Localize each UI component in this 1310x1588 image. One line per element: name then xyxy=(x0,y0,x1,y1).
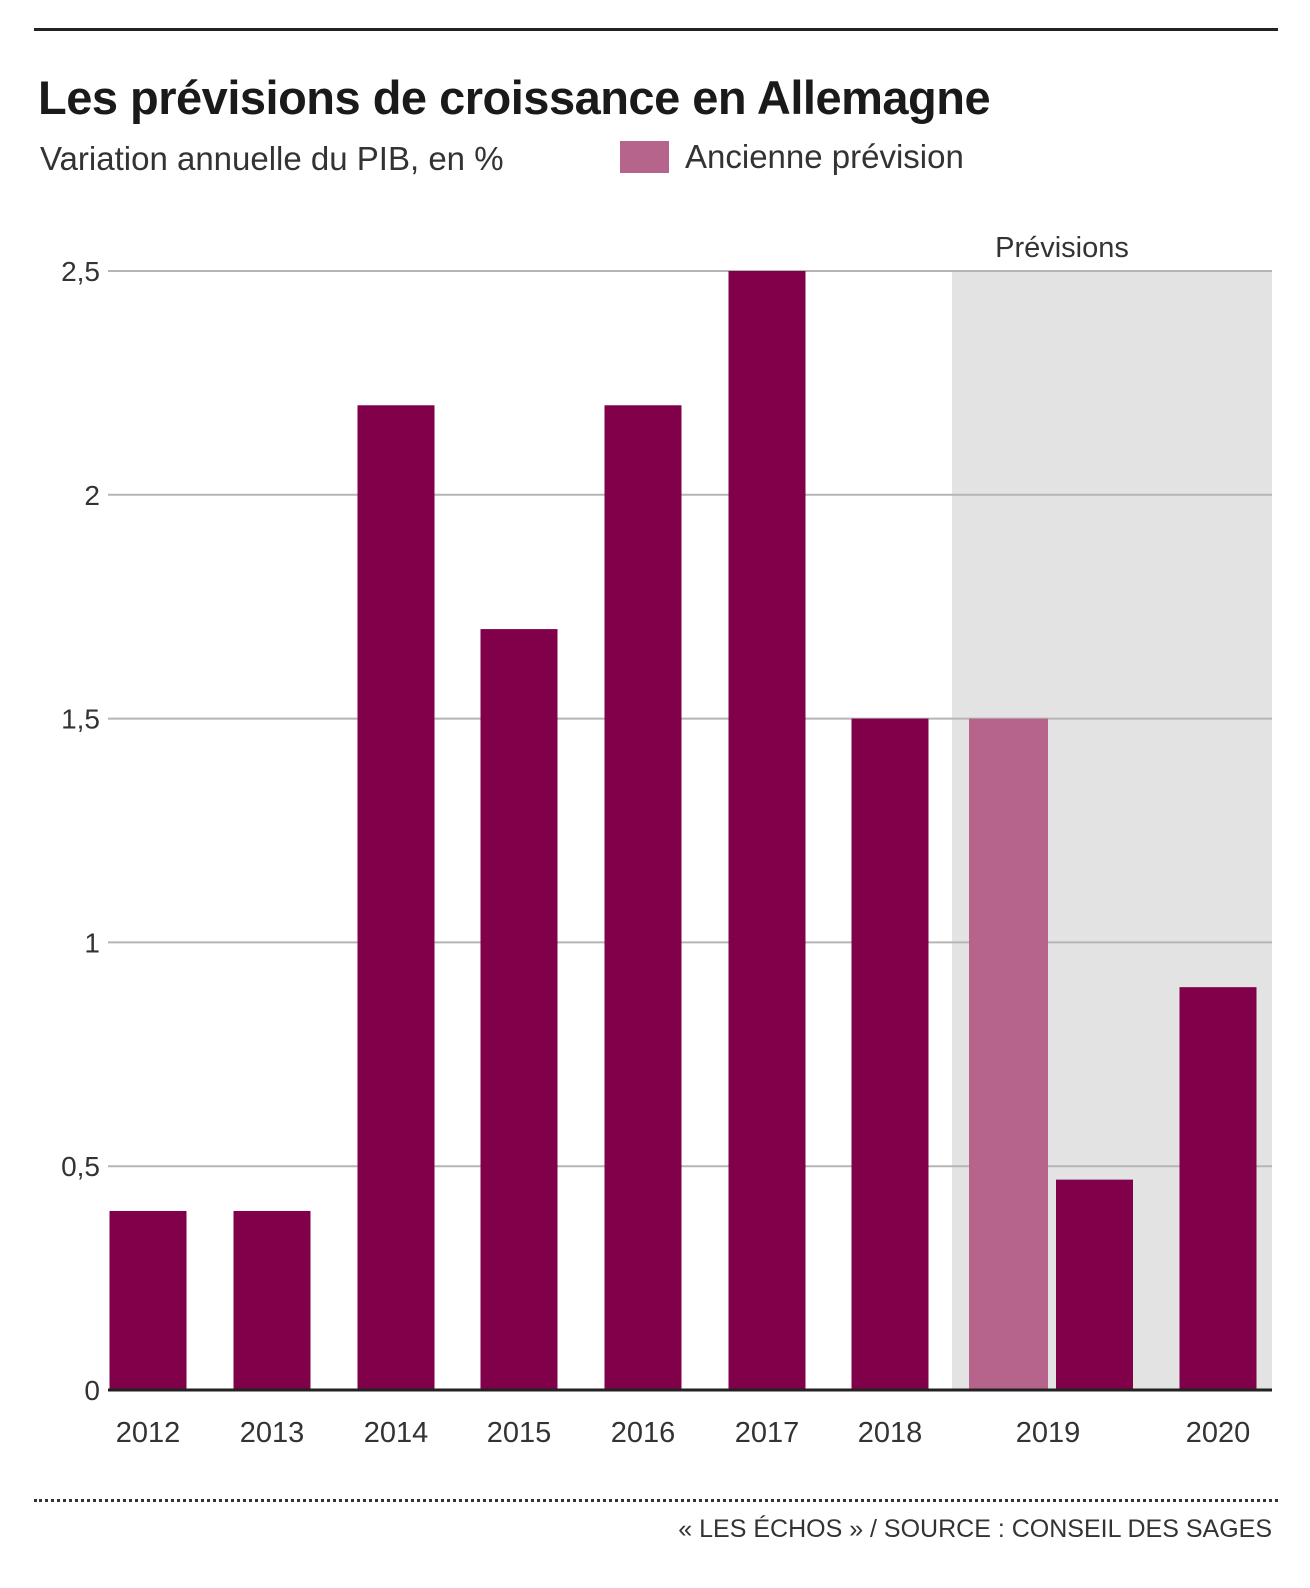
legend-label-old-forecast: Ancienne prévision xyxy=(685,138,964,175)
legend: Ancienne prévision xyxy=(620,137,964,177)
bar xyxy=(357,405,435,1390)
bar-old-forecast xyxy=(969,718,1048,1390)
chart-title: Les prévisions de croissance en Allemagn… xyxy=(38,71,991,124)
top-rule xyxy=(34,28,1278,31)
y-tick-label: 2,5 xyxy=(61,256,100,287)
x-tick-label: 2014 xyxy=(364,1417,429,1449)
source-credit: « LES ÉCHOS » / SOURCE : CONSEIL DES SAG… xyxy=(678,1515,1272,1543)
bar xyxy=(851,718,929,1390)
forecast-band-label: Prévisions xyxy=(995,232,1129,264)
bar xyxy=(233,1210,311,1390)
x-tick-label: 2020 xyxy=(1186,1417,1251,1449)
x-tick-label: 2017 xyxy=(735,1417,800,1449)
bar xyxy=(109,1210,187,1390)
x-tick-label: 2018 xyxy=(858,1417,923,1449)
bar xyxy=(728,271,806,1390)
y-tick-label: 1,5 xyxy=(61,704,100,735)
x-tick-label: 2016 xyxy=(611,1417,676,1449)
bottom-rule xyxy=(34,1499,1278,1502)
bar xyxy=(1179,987,1257,1390)
legend-swatch-old-forecast xyxy=(620,141,669,173)
bar xyxy=(480,629,558,1390)
y-tick-label: 0 xyxy=(84,1375,100,1406)
x-tick-label: 2015 xyxy=(487,1417,552,1449)
y-tick-label: 2 xyxy=(84,480,100,511)
y-tick-label: 1 xyxy=(84,927,100,958)
chart-subtitle: Variation annuelle du PIB, en % xyxy=(40,140,504,177)
bar xyxy=(604,405,682,1390)
x-tick-label: 2012 xyxy=(116,1417,181,1449)
bar xyxy=(1056,1179,1133,1390)
y-tick-label: 0,5 xyxy=(61,1151,100,1182)
x-tick-label: 2013 xyxy=(240,1417,305,1449)
x-tick-label: 2019 xyxy=(1016,1417,1081,1449)
